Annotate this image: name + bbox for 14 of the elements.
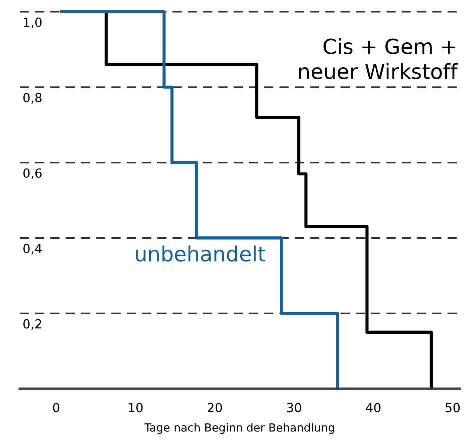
x-axis-title: Tage nach Beginn der Behandlung <box>144 423 334 434</box>
series-label: unbehandelt <box>136 246 266 262</box>
x-tick-label: 0 <box>53 403 60 413</box>
x-tick-label: 20 <box>208 403 222 413</box>
y-tick-label: 1,0 <box>24 18 42 29</box>
x-tick-label: 30 <box>287 403 302 413</box>
x-tick-label: 50 <box>446 403 460 413</box>
y-tick-label: 0,8 <box>24 93 42 104</box>
y-tick-label: 0,2 <box>24 319 42 330</box>
y-tick-label: 0,4 <box>24 244 42 255</box>
series-label: Cis + Gem + neuer Wirkstoff <box>299 38 458 80</box>
x-tick-label: 10 <box>129 403 143 413</box>
y-tick-label: 0,6 <box>24 168 42 180</box>
x-tick-label: 40 <box>366 403 381 413</box>
